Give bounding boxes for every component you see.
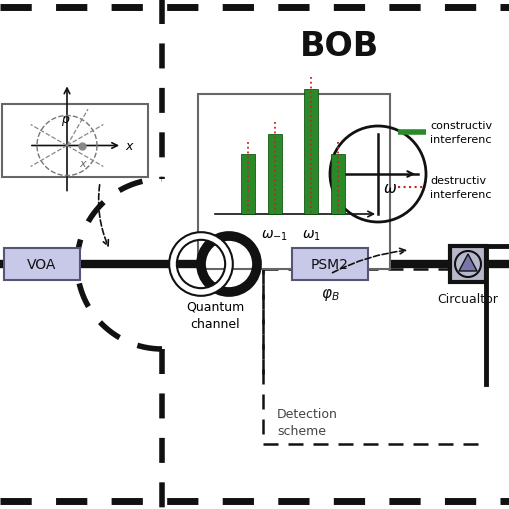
Text: p: p [61, 113, 69, 126]
Bar [449, 246, 485, 282]
Circle shape [454, 251, 480, 277]
FancyBboxPatch shape [292, 248, 367, 280]
Text: BOB: BOB [300, 30, 379, 63]
Bar [241, 155, 254, 215]
Bar [2, 105, 148, 178]
Text: $\omega$: $\omega$ [382, 181, 397, 196]
Text: Quantum
channel: Quantum channel [185, 300, 244, 330]
Text: destructiv
interferenc: destructiv interferenc [429, 176, 491, 199]
Polygon shape [458, 254, 476, 271]
FancyBboxPatch shape [4, 248, 80, 280]
Text: VOA: VOA [27, 258, 56, 271]
Bar [197, 95, 389, 269]
Text: $\varphi_B$: $\varphi_B$ [320, 287, 338, 302]
Text: constructiv
interferenc: constructiv interferenc [429, 121, 491, 145]
Bar [267, 135, 281, 215]
Text: x: x [79, 159, 86, 169]
Bar [303, 90, 318, 215]
Bar [330, 155, 344, 215]
Text: Detection
scheme: Detection scheme [276, 407, 337, 437]
Text: Circualtor: Circualtor [437, 293, 497, 305]
Text: x: x [125, 140, 132, 153]
Text: $\omega_1$: $\omega_1$ [301, 229, 320, 243]
Text: $\omega_{-1}$: $\omega_{-1}$ [261, 229, 288, 243]
Text: PSM2: PSM2 [310, 258, 348, 271]
